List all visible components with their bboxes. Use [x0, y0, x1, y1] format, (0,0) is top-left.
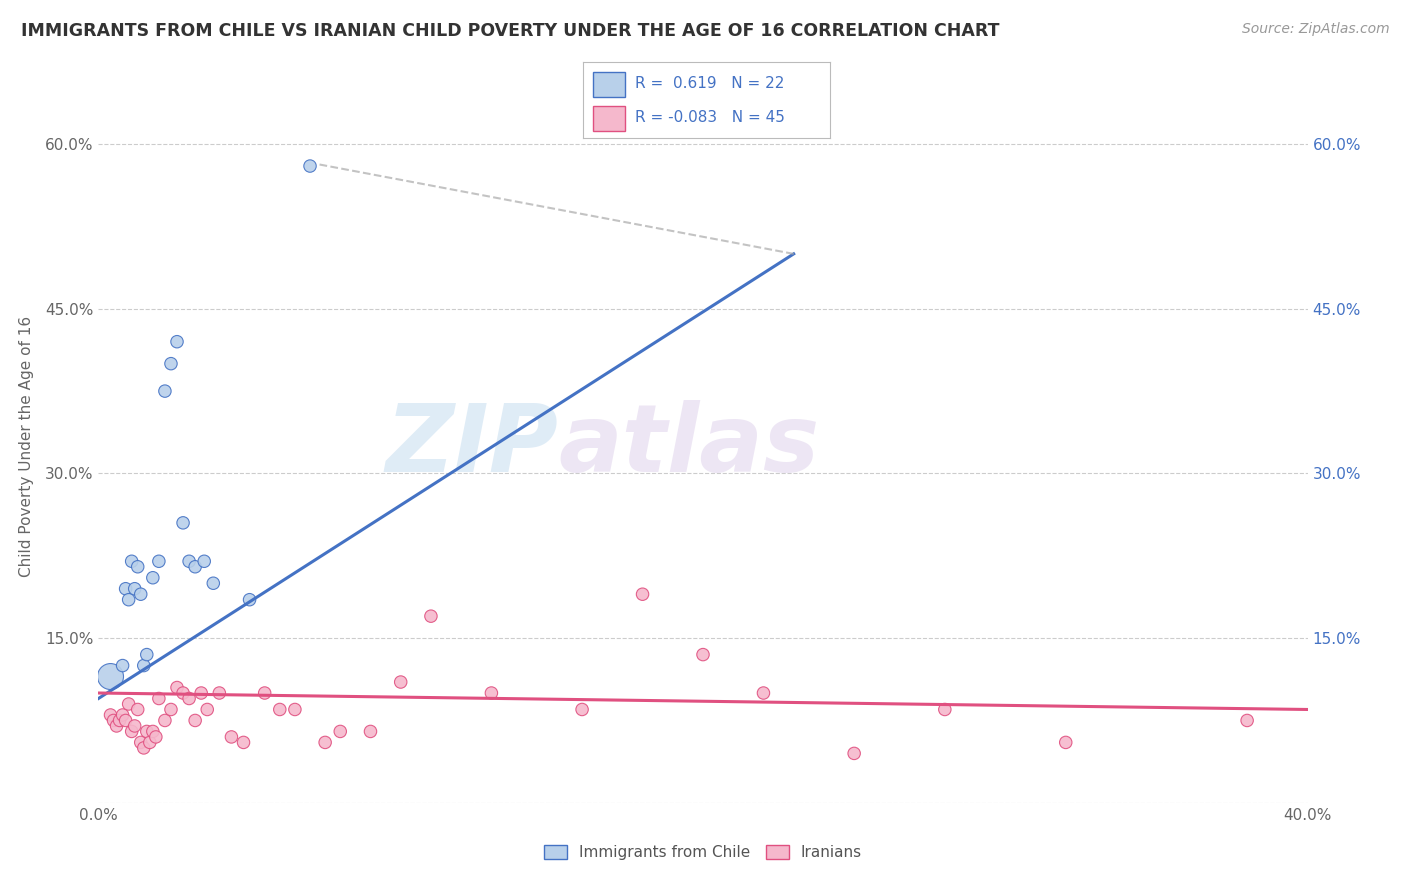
Point: [193, 554, 215, 568]
Point: [202, 576, 225, 591]
Point: [160, 702, 183, 716]
Point: [148, 554, 170, 568]
Point: [111, 708, 134, 723]
Point: [195, 702, 218, 716]
Text: R =  0.619   N = 22: R = 0.619 N = 22: [636, 76, 785, 91]
Point: [692, 648, 714, 662]
Point: [208, 686, 231, 700]
Point: [132, 658, 155, 673]
Point: [389, 675, 412, 690]
Point: [118, 592, 141, 607]
Point: [127, 702, 149, 716]
Point: [232, 735, 254, 749]
Point: [148, 691, 170, 706]
Point: [100, 708, 122, 723]
Text: Source: ZipAtlas.com: Source: ZipAtlas.com: [1241, 22, 1389, 37]
Point: [1236, 714, 1258, 728]
Point: [172, 686, 194, 700]
Point: [124, 719, 146, 733]
Point: [329, 724, 352, 739]
Point: [190, 686, 212, 700]
Point: [129, 587, 152, 601]
Point: [103, 714, 125, 728]
Point: [934, 702, 956, 716]
Point: [172, 516, 194, 530]
Text: ZIP: ZIP: [385, 400, 558, 492]
Point: [145, 730, 167, 744]
Point: [127, 559, 149, 574]
Point: [132, 740, 155, 755]
Point: [571, 702, 593, 716]
Point: [179, 691, 201, 706]
Point: [1054, 735, 1077, 749]
FancyBboxPatch shape: [593, 105, 626, 130]
Point: [105, 719, 128, 733]
Point: [631, 587, 654, 601]
FancyBboxPatch shape: [593, 71, 626, 96]
Text: atlas: atlas: [558, 400, 820, 492]
Point: [360, 724, 382, 739]
Point: [314, 735, 336, 749]
Point: [111, 658, 134, 673]
Y-axis label: Child Poverty Under the Age of 16: Child Poverty Under the Age of 16: [18, 316, 34, 576]
Point: [166, 334, 188, 349]
Point: [153, 714, 176, 728]
Point: [284, 702, 307, 716]
Point: [420, 609, 443, 624]
Point: [752, 686, 775, 700]
Point: [100, 669, 122, 683]
Point: [118, 697, 141, 711]
Text: R = -0.083   N = 45: R = -0.083 N = 45: [636, 111, 785, 125]
Point: [184, 559, 207, 574]
Point: [142, 571, 165, 585]
Point: [139, 735, 162, 749]
Text: IMMIGRANTS FROM CHILE VS IRANIAN CHILD POVERTY UNDER THE AGE OF 16 CORRELATION C: IMMIGRANTS FROM CHILE VS IRANIAN CHILD P…: [21, 22, 1000, 40]
Point: [160, 357, 183, 371]
Point: [184, 714, 207, 728]
Point: [129, 735, 152, 749]
Point: [135, 724, 157, 739]
Point: [299, 159, 322, 173]
Point: [481, 686, 503, 700]
Point: [124, 582, 146, 596]
Point: [239, 592, 262, 607]
Point: [269, 702, 291, 716]
Point: [142, 724, 165, 739]
Point: [844, 747, 866, 761]
Point: [108, 714, 131, 728]
Point: [121, 724, 143, 739]
Point: [121, 554, 143, 568]
Point: [166, 681, 188, 695]
Point: [153, 384, 176, 398]
Point: [114, 582, 136, 596]
Point: [253, 686, 276, 700]
Point: [114, 714, 136, 728]
Point: [179, 554, 201, 568]
Point: [221, 730, 243, 744]
Legend: Immigrants from Chile, Iranians: Immigrants from Chile, Iranians: [538, 839, 868, 866]
Point: [135, 648, 157, 662]
